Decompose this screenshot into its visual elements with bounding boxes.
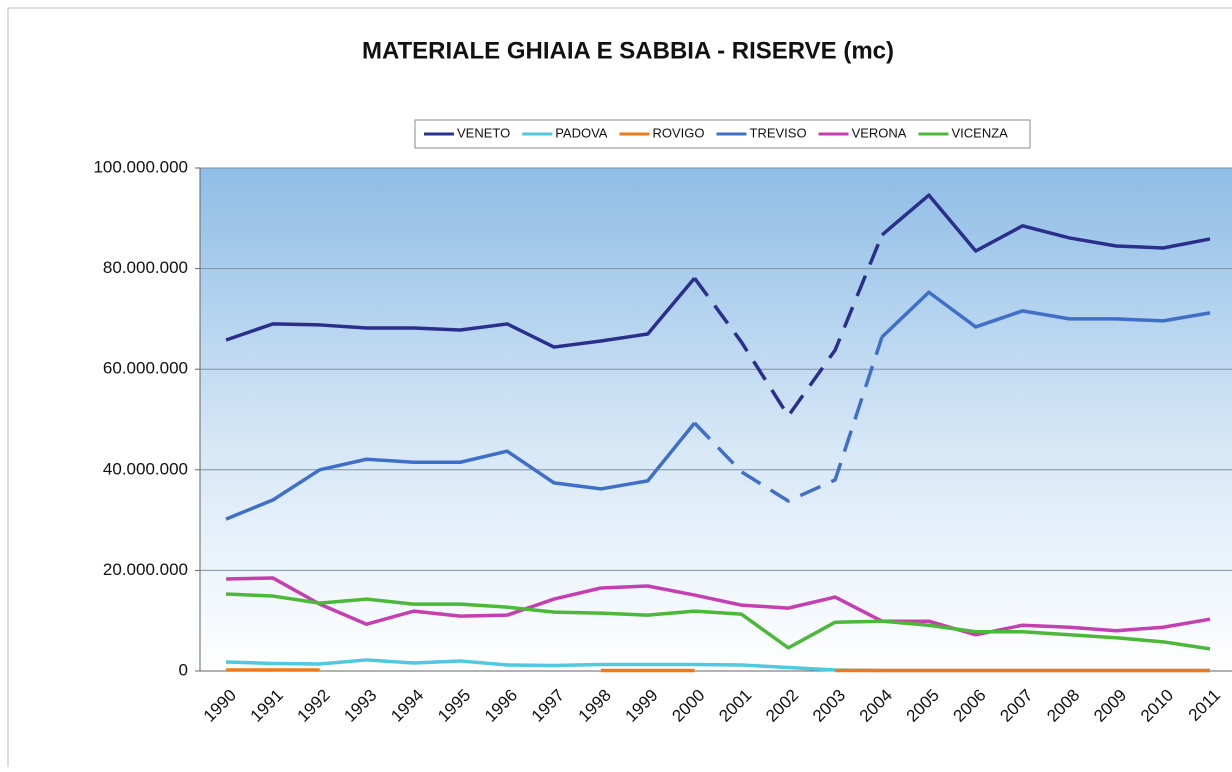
legend-label: VERONA xyxy=(852,125,907,140)
series-line xyxy=(880,193,1211,253)
chart-title: MATERIALE GHIAIA E SABBIA - RISERVE (mc) xyxy=(362,37,894,64)
series-line xyxy=(225,277,696,349)
y-tick-label: 60.000.000 xyxy=(103,359,188,378)
legend-label: TREVISO xyxy=(750,125,807,140)
plot-area xyxy=(200,168,1232,671)
y-tick-label: 40.000.000 xyxy=(103,459,188,478)
y-tick-label: 20.000.000 xyxy=(103,560,188,579)
y-tick-label: 80.000.000 xyxy=(103,258,188,277)
legend-label: VICENZA xyxy=(951,125,1008,140)
series-line xyxy=(225,421,696,521)
series-line xyxy=(693,336,884,503)
series-line xyxy=(693,234,884,418)
series-line xyxy=(880,290,1211,339)
legend-label: PADOVA xyxy=(555,125,608,140)
series-line xyxy=(225,592,1211,651)
series-line xyxy=(225,576,1211,637)
legend-label: VENETO xyxy=(457,125,510,140)
y-tick-label: 0 xyxy=(179,660,188,679)
legend-label: ROVIGO xyxy=(652,125,704,140)
y-tick-label: 100.000.000 xyxy=(93,157,188,176)
